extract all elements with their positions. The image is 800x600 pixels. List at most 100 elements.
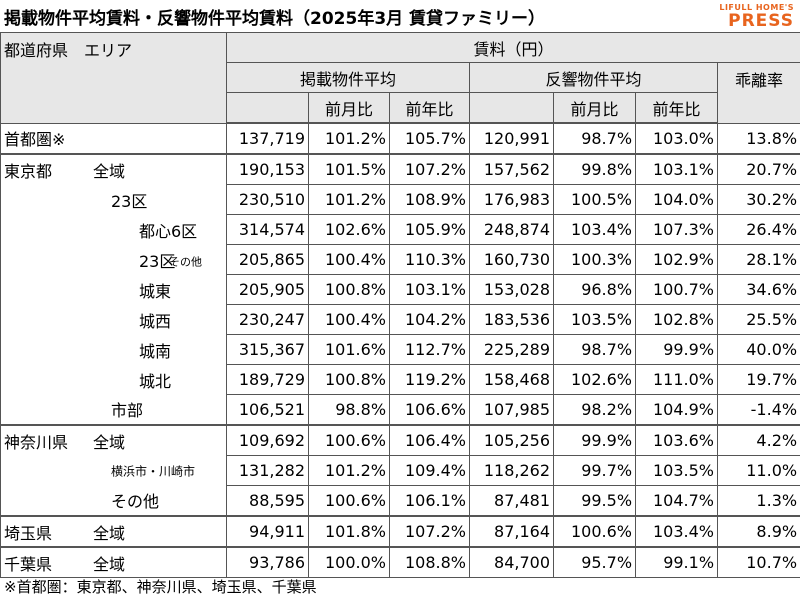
- divergence: 26.4%: [717, 214, 800, 245]
- header-resp-yoy: 前年比: [635, 92, 719, 124]
- listed-yoy: 108.8%: [389, 546, 471, 578]
- resp-yoy: 102.8%: [635, 304, 719, 335]
- area-name: 横浜市・川崎市: [111, 464, 196, 478]
- table-row: 城東 205,905 100.8% 103.1% 153,028 96.8% 100.7% 3…: [0, 274, 800, 305]
- listed-avg: 230,247: [226, 304, 310, 335]
- listed-avg: 205,905: [226, 274, 310, 305]
- area-name: 市部: [111, 401, 144, 421]
- table-row: 23区 230,510 101.2% 108.9% 176,983 100.5% 104.0…: [0, 184, 800, 215]
- resp-yoy: 104.0%: [635, 184, 719, 215]
- area-name: 城北: [139, 371, 172, 391]
- pref-area-cell: 23区 その他: [0, 244, 228, 275]
- listed-avg: 189,729: [226, 364, 310, 395]
- area-name: 全域: [93, 523, 126, 543]
- resp-yoy: 103.5%: [635, 455, 719, 486]
- listed-mom: 100.8%: [308, 364, 391, 395]
- divergence: 25.5%: [717, 304, 800, 335]
- pref-area-cell: 城西: [0, 304, 228, 335]
- resp-avg: 225,289: [469, 334, 555, 365]
- listed-yoy: 119.2%: [389, 364, 471, 395]
- listed-mom: 101.5%: [308, 153, 391, 185]
- resp-mom: 99.7%: [553, 455, 637, 486]
- resp-mom: 98.7%: [553, 334, 637, 365]
- pref-area-cell: 千葉県 全域: [0, 546, 228, 578]
- listed-yoy: 104.2%: [389, 304, 471, 335]
- resp-avg: 158,468: [469, 364, 555, 395]
- listed-mom: 100.0%: [308, 546, 391, 578]
- listed-yoy: 107.2%: [389, 515, 471, 548]
- divergence: 34.6%: [717, 274, 800, 305]
- resp-avg: 120,991: [469, 122, 555, 155]
- pref-name: 東京都: [4, 161, 53, 181]
- pref-area-cell: 東京都 全域: [0, 153, 228, 185]
- resp-mom: 102.6%: [553, 364, 637, 395]
- table-row: 市部 106,521 98.8% 106.6% 107,985 98.2% 104.9% -1…: [0, 394, 800, 426]
- resp-mom: 98.2%: [553, 394, 637, 426]
- resp-avg: 157,562: [469, 153, 555, 185]
- brand-logo: LIFULL HOME'S PRESS: [719, 3, 794, 30]
- resp-mom: 100.3%: [553, 244, 637, 275]
- pref-area-cell: 都心6区: [0, 214, 228, 245]
- area-name: 全域: [93, 161, 126, 181]
- area-name: 都心6区: [139, 221, 198, 241]
- resp-avg: 87,481: [469, 485, 555, 517]
- divergence: 11.0%: [717, 455, 800, 486]
- pref-name: 首都圏※: [4, 130, 66, 150]
- resp-yoy: 103.6%: [635, 424, 719, 456]
- header-pref-area: 都道府県 エリア: [0, 32, 228, 124]
- pref-area-cell: 23区: [0, 184, 228, 215]
- area-name: 23区: [139, 251, 176, 271]
- divergence: 10.7%: [717, 546, 800, 578]
- pref-name: 埼玉県: [4, 523, 53, 543]
- resp-avg: 87,164: [469, 515, 555, 548]
- table-row: 城南 315,367 101.6% 112.7% 225,289 98.7% 99.9% 40…: [0, 334, 800, 365]
- resp-yoy: 99.9%: [635, 334, 719, 365]
- resp-yoy: 111.0%: [635, 364, 719, 395]
- page-title: 掲載物件平均賃料・反響物件平均賃料（2025年3月 賃貸ファミリー）: [4, 9, 546, 29]
- listed-avg: 205,865: [226, 244, 310, 275]
- table-row: 千葉県 全域 93,786 100.0% 108.8% 84,700 95.7% 99.1% 1…: [0, 546, 800, 578]
- table-row: 都心6区 314,574 102.6% 105.9% 248,874 103.4% 107.…: [0, 214, 800, 245]
- pref-area-cell: 城南: [0, 334, 228, 365]
- pref-area-cell: 横浜市・川崎市: [0, 455, 228, 486]
- resp-mom: 100.5%: [553, 184, 637, 215]
- pref-area-cell: 神奈川県 全域: [0, 424, 228, 456]
- pref-name: 神奈川県: [4, 432, 69, 452]
- listed-yoy: 106.1%: [389, 485, 471, 517]
- divergence: 8.9%: [717, 515, 800, 548]
- listed-mom: 100.6%: [308, 424, 391, 456]
- area-name: 全域: [93, 554, 126, 574]
- resp-mom: 95.7%: [553, 546, 637, 578]
- resp-avg: 176,983: [469, 184, 555, 215]
- table-row: その他 88,595 100.6% 106.1% 87,481 99.5% 104.7% 1.…: [0, 485, 800, 517]
- listed-avg: 106,521: [226, 394, 310, 426]
- resp-yoy: 102.9%: [635, 244, 719, 275]
- area-name: 23区: [111, 191, 148, 211]
- header-resp-blank: [469, 92, 555, 124]
- listed-yoy: 110.3%: [389, 244, 471, 275]
- header-listed-blank: [226, 92, 310, 124]
- header-response-avg: 反響物件平均: [469, 62, 719, 93]
- listed-avg: 131,282: [226, 455, 310, 486]
- listed-yoy: 106.6%: [389, 394, 471, 426]
- table-row: 埼玉県 全域 94,911 101.8% 107.2% 87,164 100.6% 103.4…: [0, 515, 800, 548]
- area-suffix: その他: [169, 255, 202, 268]
- listed-mom: 102.6%: [308, 214, 391, 245]
- header-resp-mom: 前月比: [553, 92, 637, 124]
- rent-table: 都道府県 エリア 賃料（円） 掲載物件平均 反響物件平均 乖離率 前月比 前年比…: [0, 32, 800, 578]
- listed-yoy: 109.4%: [389, 455, 471, 486]
- resp-mom: 99.8%: [553, 153, 637, 185]
- resp-mom: 100.6%: [553, 515, 637, 548]
- table-row: 城西 230,247 100.4% 104.2% 183,536 103.5% 102.8%…: [0, 304, 800, 335]
- pref-area-cell: 埼玉県 全域: [0, 515, 228, 548]
- resp-avg: 183,536: [469, 304, 555, 335]
- listed-avg: 314,574: [226, 214, 310, 245]
- divergence: -1.4%: [717, 394, 800, 426]
- listed-yoy: 112.7%: [389, 334, 471, 365]
- divergence: 28.1%: [717, 244, 800, 275]
- listed-avg: 88,595: [226, 485, 310, 517]
- pref-area-cell: 城北: [0, 364, 228, 395]
- header-listed-mom: 前月比: [308, 92, 391, 124]
- listed-avg: 137,719: [226, 122, 310, 155]
- listed-mom: 101.2%: [308, 455, 391, 486]
